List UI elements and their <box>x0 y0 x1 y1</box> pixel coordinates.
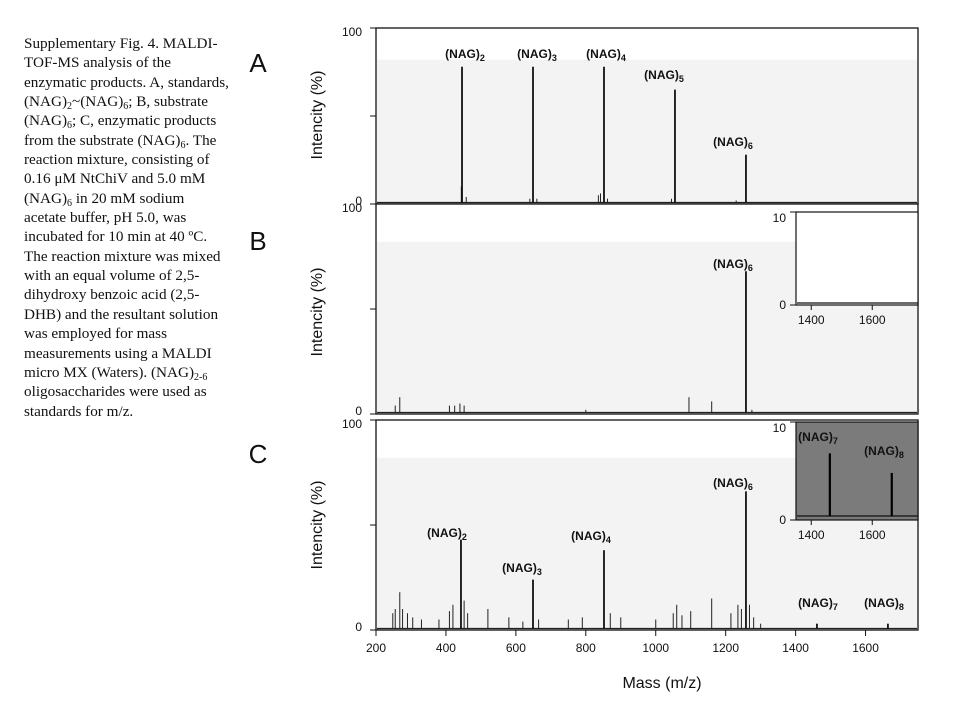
x-tick-label: 1400 <box>782 641 809 655</box>
peak-label: (NAG)2 <box>427 526 467 542</box>
inset-peak-label: (NAG)7 <box>798 430 838 446</box>
inset-x-tick-label: 1400 <box>798 528 825 542</box>
peak-label: (NAG)6 <box>713 257 753 273</box>
caption-text: . The reaction mixture, consisting of 0.… <box>24 131 217 207</box>
inset-y-tick-label: 0 <box>779 513 786 527</box>
y-axis-label: Intencity (%) <box>309 268 326 357</box>
figure-caption: Supplementary Fig. 4. MALDI-TOF-MS analy… <box>24 34 230 421</box>
panel-letter-C: C <box>249 439 268 469</box>
inset-frame <box>795 421 919 521</box>
panel-letter-A: A <box>249 48 267 78</box>
caption-text: ; B, substrate (NAG) <box>24 93 209 130</box>
caption-text: ; C, enzymatic products from the substra… <box>24 112 217 149</box>
x-tick-label: 1200 <box>712 641 739 655</box>
peak-label: (NAG)7 <box>798 596 838 612</box>
inset-y-tick-label: 10 <box>773 211 787 225</box>
x-tick-label: 800 <box>576 641 596 655</box>
y-tick-label: 0 <box>355 620 362 634</box>
x-tick-label: 400 <box>436 641 456 655</box>
peak-label: (NAG)8 <box>864 596 904 612</box>
inset-x-tick-label: 1600 <box>859 313 886 327</box>
y-axis-label: Intencity (%) <box>309 71 326 160</box>
x-tick-label: 200 <box>366 641 386 655</box>
x-axis-label: Mass (m/z) <box>622 675 701 692</box>
caption-text: Supplementary Fig. 4. MALDI-TOF-MS analy… <box>24 35 229 111</box>
y-tick-label: 100 <box>342 201 362 215</box>
caption-subscript: 2-6 <box>194 371 208 383</box>
caption-text: ~(NAG) <box>72 93 124 111</box>
caption-text: oligosaccharides were used as standards … <box>24 383 207 420</box>
inset-frame <box>795 211 919 306</box>
peak-label: (NAG)6 <box>713 476 753 492</box>
caption-subscript: 6 <box>123 101 129 113</box>
peak-label: (NAG)5 <box>644 68 684 84</box>
panel-letter-B: B <box>249 226 266 256</box>
inset-y-tick-label: 10 <box>773 421 787 435</box>
x-tick-label: 1600 <box>852 641 879 655</box>
peak-label: (NAG)3 <box>517 47 557 63</box>
y-tick-label: 0 <box>355 404 362 418</box>
caption-text: in 20 mM sodium acetate buffer, pH 5.0, … <box>24 189 221 381</box>
peak-label: (NAG)6 <box>713 135 753 151</box>
peak-label: (NAG)3 <box>502 561 542 577</box>
caption-subscript: 6 <box>180 139 186 151</box>
peak-label: (NAG)4 <box>571 529 611 545</box>
y-tick-label: 100 <box>342 25 362 39</box>
y-tick-label: 100 <box>342 417 362 431</box>
inset-peak-label: (NAG)8 <box>864 444 904 460</box>
caption-subscript: 2 <box>67 101 73 113</box>
x-tick-label: 1000 <box>642 641 669 655</box>
peak-label: (NAG)4 <box>586 47 626 63</box>
caption-subscript: 6 <box>67 197 73 209</box>
y-axis-label: Intencity (%) <box>309 481 326 570</box>
inset-x-tick-label: 1600 <box>859 528 886 542</box>
caption-subscript: 6 <box>67 120 73 132</box>
inset-x-tick-label: 1400 <box>798 313 825 327</box>
x-tick-label: 600 <box>506 641 526 655</box>
inset-y-tick-label: 0 <box>779 298 786 312</box>
plot-shade <box>377 59 917 203</box>
peak-label: (NAG)2 <box>445 47 485 63</box>
y-tick-label: 0 <box>355 194 362 208</box>
